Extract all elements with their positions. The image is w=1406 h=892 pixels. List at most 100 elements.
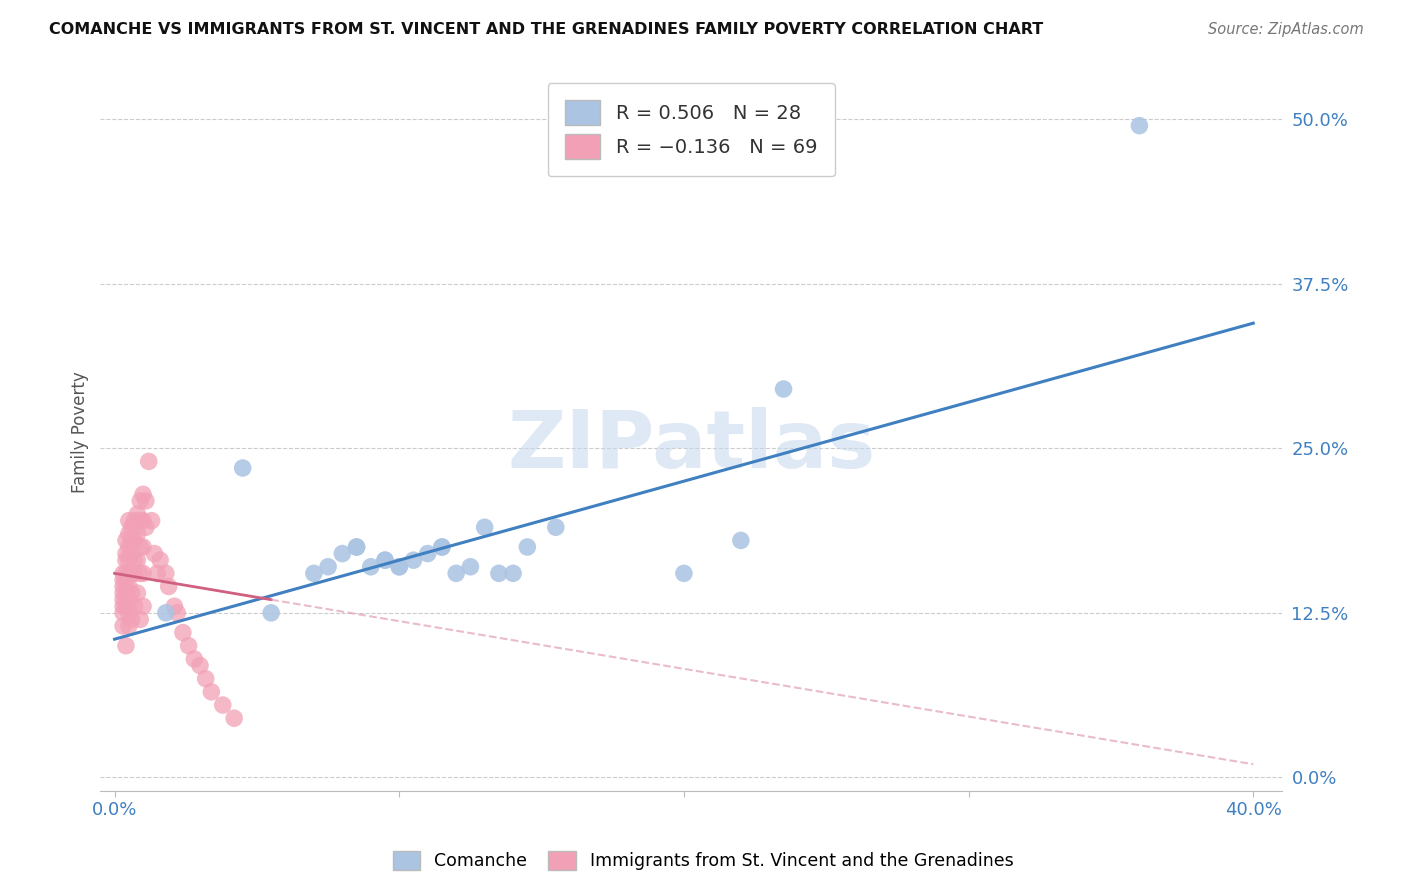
Point [132,566,155,581]
Point [730,533,752,548]
Point [127,526,149,541]
Point [544,520,567,534]
Point [118,566,141,581]
Legend: Comanche, Immigrants from St. Vincent and the Grenadines: Comanche, Immigrants from St. Vincent an… [384,842,1022,879]
Point [118,526,141,541]
Point [121,547,143,561]
Point [115,547,138,561]
Point [374,553,396,567]
Point [127,553,149,567]
Point [163,599,186,614]
Point [112,566,135,581]
Point [157,580,180,594]
Point [200,685,222,699]
Point [129,514,152,528]
Point [516,540,538,554]
Point [172,625,194,640]
Point [132,487,155,501]
Point [132,599,155,614]
Point [388,559,411,574]
Point [302,566,325,581]
Point [430,540,453,554]
Point [121,520,143,534]
Point [132,514,155,528]
Point [118,540,141,554]
Point [132,540,155,554]
Point [388,559,411,574]
Point [141,514,163,528]
Y-axis label: Family Poverty: Family Poverty [72,371,89,492]
Point [232,461,254,475]
Point [672,566,695,581]
Point [115,533,138,548]
Point [183,652,205,666]
Point [112,599,135,614]
Point [374,553,396,567]
Point [430,540,453,554]
Point [127,507,149,521]
Point [143,547,166,561]
Text: Source: ZipAtlas.com: Source: ZipAtlas.com [1208,22,1364,37]
Point [118,606,141,620]
Point [112,619,135,633]
Point [416,547,439,561]
Point [149,553,172,567]
Point [177,639,200,653]
Point [112,586,135,600]
Point [121,612,143,626]
Point [460,559,482,574]
Point [115,599,138,614]
Point [260,606,283,620]
Point [112,592,135,607]
Point [118,514,141,528]
Point [155,566,177,581]
Point [402,553,425,567]
Point [115,639,138,653]
Point [124,553,146,567]
Point [121,533,143,548]
Point [772,382,794,396]
Point [224,711,246,725]
Point [121,566,143,581]
Point [118,580,141,594]
Point [316,559,339,574]
Point [124,533,146,548]
Point [124,566,146,581]
Point [129,494,152,508]
Point [474,520,496,534]
Point [1128,119,1150,133]
Point [194,672,217,686]
Point [121,586,143,600]
Point [124,599,146,614]
Point [118,619,141,633]
Point [138,454,160,468]
Point [330,547,353,561]
Legend: R = 0.506   N = 28, R = −0.136   N = 69: R = 0.506 N = 28, R = −0.136 N = 69 [547,83,835,177]
Point [115,586,138,600]
Point [346,540,368,554]
Point [115,566,138,581]
Point [146,566,169,581]
Point [112,580,135,594]
Point [135,494,157,508]
Point [129,566,152,581]
Point [115,553,138,567]
Point [127,586,149,600]
Point [346,540,368,554]
Point [166,606,188,620]
Point [155,606,177,620]
Text: ZIPatlas: ZIPatlas [508,407,875,485]
Text: COMANCHE VS IMMIGRANTS FROM ST. VINCENT AND THE GRENADINES FAMILY POVERTY CORREL: COMANCHE VS IMMIGRANTS FROM ST. VINCENT … [49,22,1043,37]
Point [444,566,467,581]
Point [115,573,138,587]
Point [360,559,382,574]
Point [112,573,135,587]
Point [124,514,146,528]
Point [135,520,157,534]
Point [129,540,152,554]
Point [118,553,141,567]
Point [129,612,152,626]
Point [118,592,141,607]
Point [502,566,524,581]
Point [488,566,510,581]
